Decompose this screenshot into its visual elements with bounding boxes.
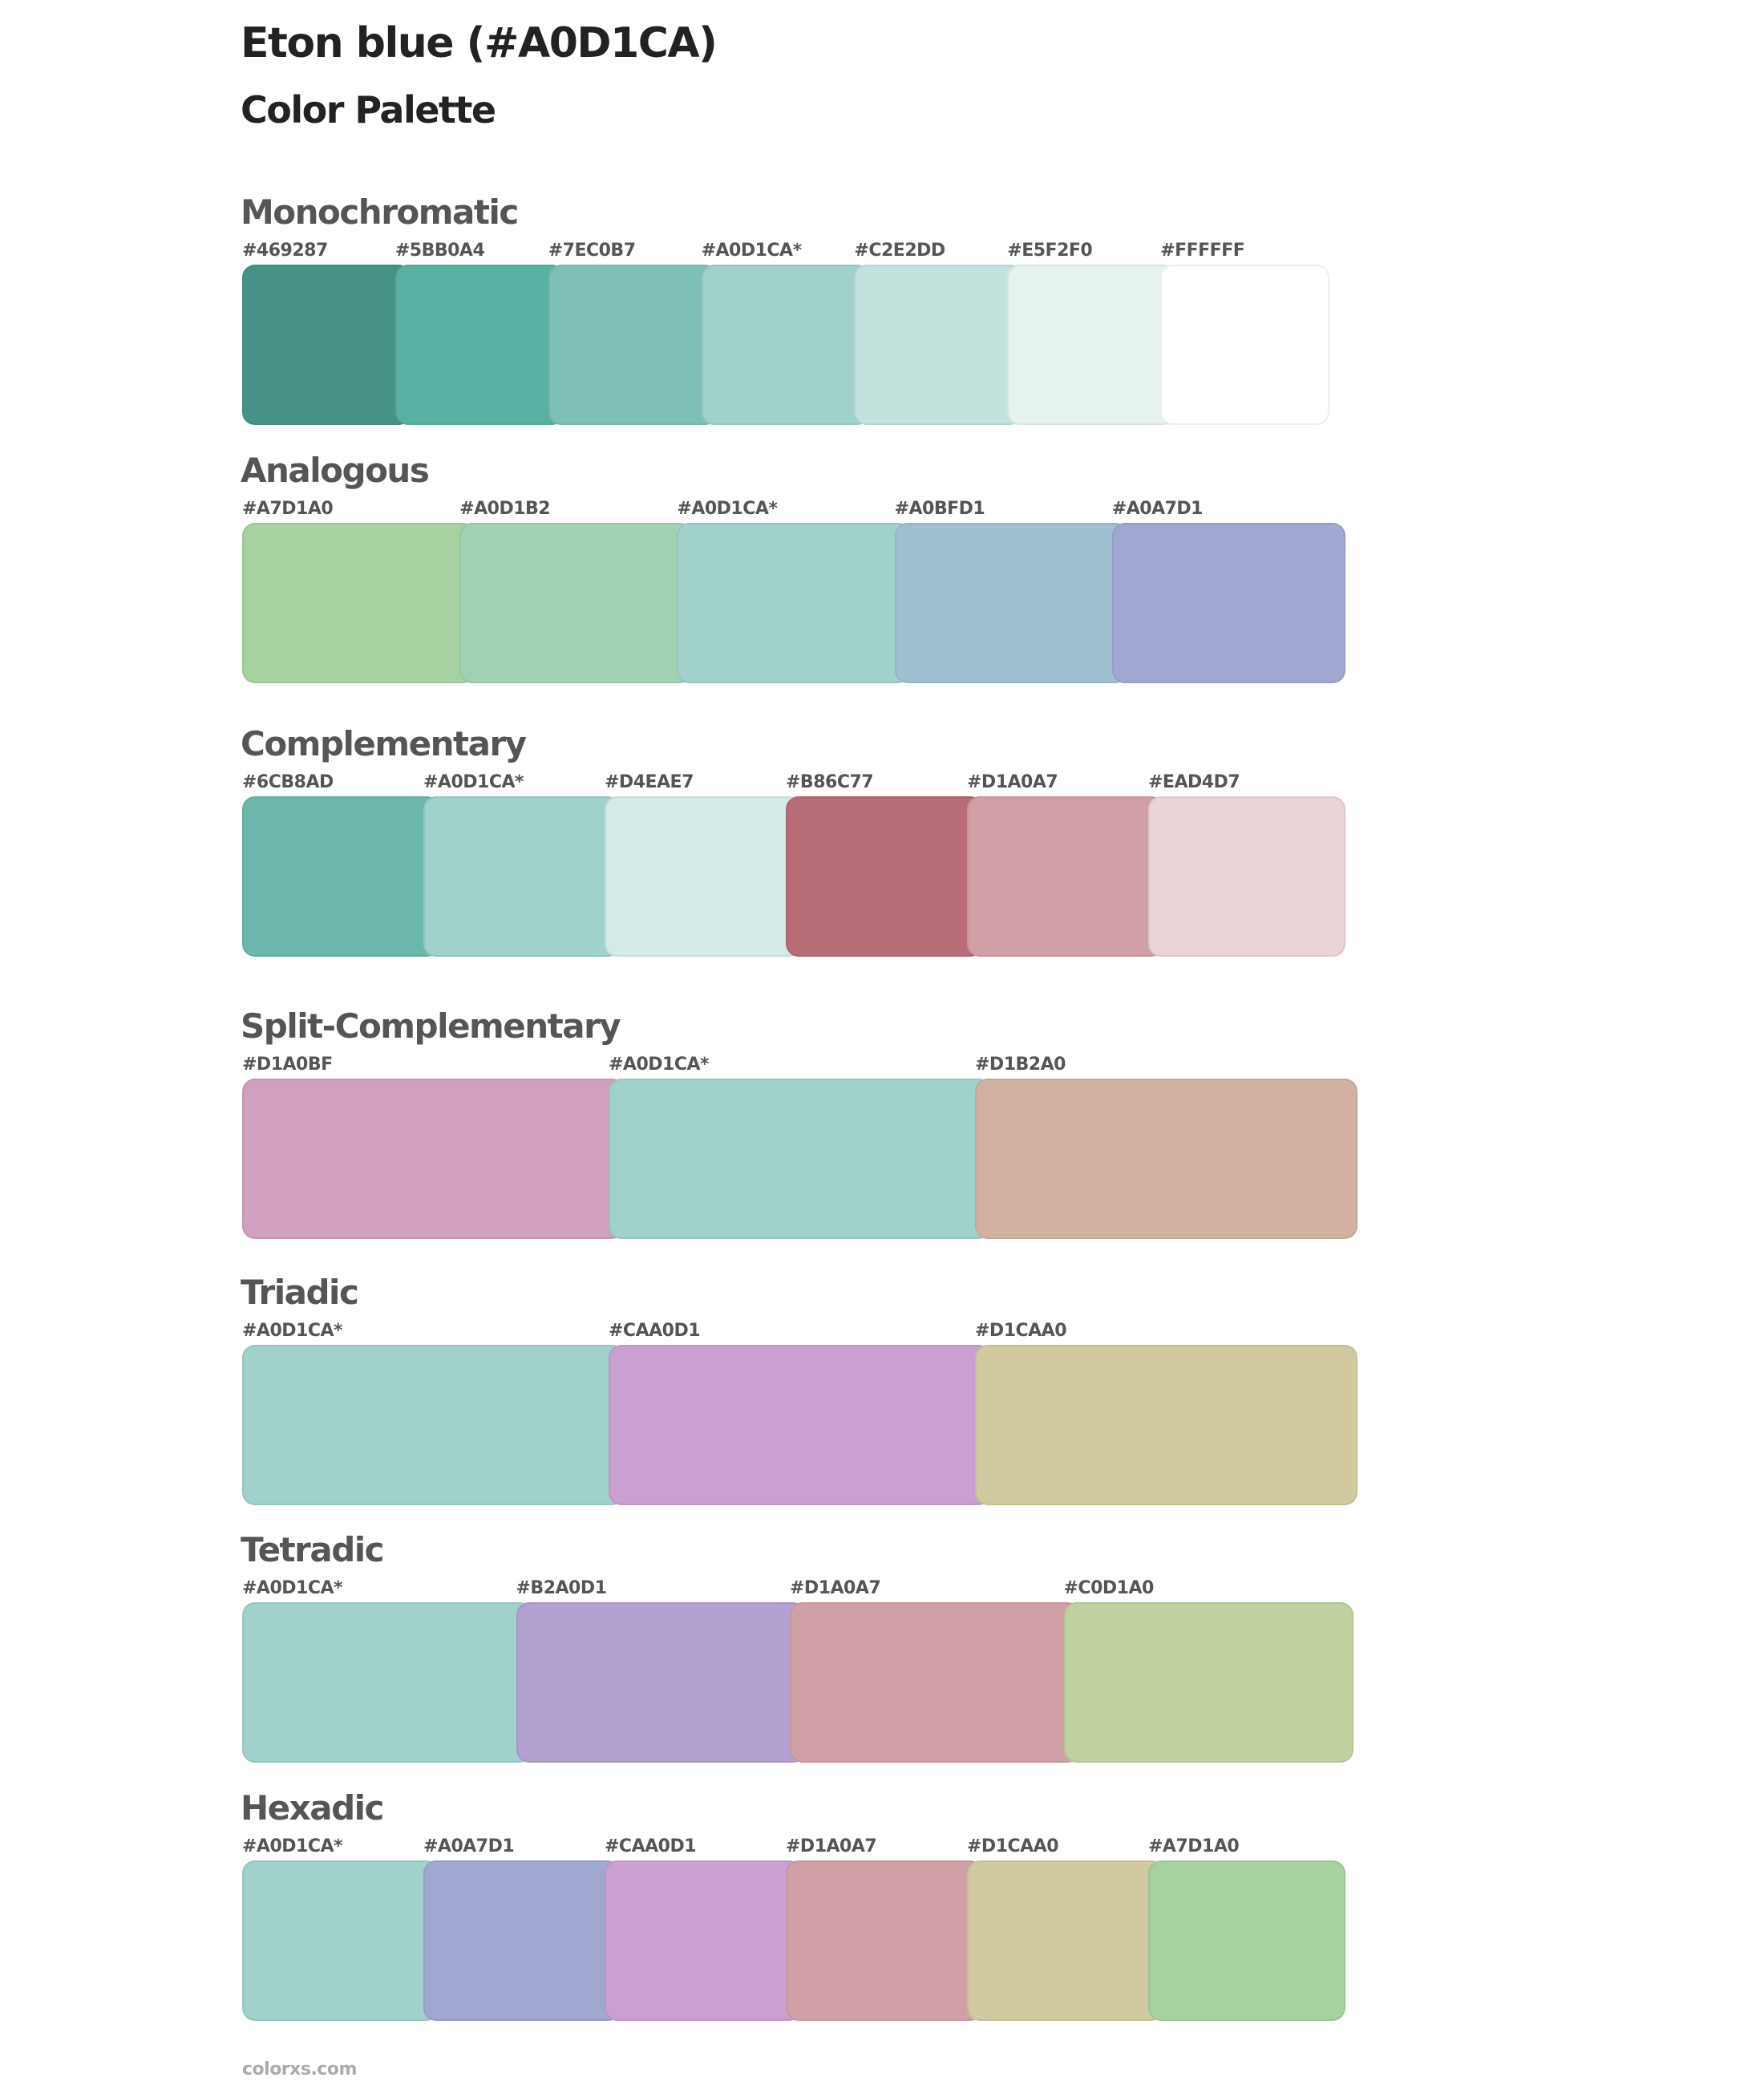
page-title: Eton blue (#A0D1CA)	[241, 19, 718, 67]
section-heading-split-complementary: Split-Complementary	[241, 1006, 621, 1046]
hex-label[interactable]: #A7D1A0	[242, 499, 334, 519]
hex-label[interactable]: #A0D1CA*	[242, 1836, 343, 1856]
color-swatch[interactable]	[1007, 265, 1177, 425]
footer-site-link[interactable]: colorxs.com	[242, 2059, 357, 2079]
section-heading-triadic: Triadic	[241, 1273, 359, 1312]
color-swatch[interactable]	[1111, 523, 1345, 683]
color-swatch[interactable]	[242, 796, 439, 957]
section-heading-monochromatic: Monochromatic	[241, 192, 519, 232]
color-swatch[interactable]	[423, 796, 621, 957]
page-subtitle: Color Palette	[241, 88, 496, 132]
hex-label[interactable]: #A0D1CA*	[701, 241, 803, 261]
hex-label[interactable]: #A0D1CA*	[242, 1578, 343, 1598]
color-swatch[interactable]	[242, 1860, 439, 2021]
hex-label[interactable]: #A0D1CA*	[423, 772, 524, 792]
color-swatch[interactable]	[1148, 796, 1345, 957]
hex-label[interactable]: #469287	[242, 241, 328, 261]
color-swatch[interactable]	[516, 1602, 806, 1763]
color-swatch[interactable]	[609, 1079, 991, 1239]
hex-label[interactable]: #A0D1CA*	[677, 499, 778, 519]
color-swatch[interactable]	[701, 265, 871, 425]
hex-label[interactable]: #A0D1B2	[459, 499, 551, 519]
color-swatch[interactable]	[605, 796, 802, 957]
color-swatch[interactable]	[975, 1079, 1357, 1239]
color-swatch[interactable]	[967, 1860, 1164, 2021]
color-swatch[interactable]	[605, 1860, 802, 2021]
color-swatch[interactable]	[790, 1602, 1080, 1763]
hex-label[interactable]: #A0BFD1	[894, 499, 985, 519]
hex-label[interactable]: #D1A0A7	[790, 1578, 881, 1598]
hex-label[interactable]: #CAA0D1	[609, 1321, 701, 1341]
hex-label[interactable]: #A0D1CA*	[242, 1321, 343, 1341]
hex-label[interactable]: #C2E2DD	[854, 241, 945, 261]
hex-label[interactable]: #7EC0B7	[548, 241, 636, 261]
color-swatch[interactable]	[1148, 1860, 1345, 2021]
color-swatch[interactable]	[459, 523, 694, 683]
hex-label[interactable]: #A7D1A0	[1148, 1836, 1240, 1856]
color-swatch[interactable]	[975, 1345, 1357, 1505]
color-swatch[interactable]	[242, 1079, 625, 1239]
hex-label[interactable]: #A0D1CA*	[609, 1055, 710, 1075]
hex-label[interactable]: #D4EAE7	[605, 772, 694, 792]
color-swatch[interactable]	[967, 796, 1164, 957]
hex-label[interactable]: #B86C77	[786, 772, 874, 792]
color-swatch[interactable]	[423, 1860, 621, 2021]
hex-label[interactable]: #E5F2F0	[1007, 241, 1093, 261]
hex-label[interactable]: #C0D1A0	[1063, 1578, 1155, 1598]
color-swatch[interactable]	[854, 265, 1024, 425]
hex-label[interactable]: #D1B2A0	[975, 1055, 1066, 1075]
color-swatch[interactable]	[242, 1602, 532, 1763]
hex-label[interactable]: #D1A0A7	[786, 1836, 877, 1856]
color-swatch[interactable]	[786, 796, 983, 957]
hex-label[interactable]: #EAD4D7	[1148, 772, 1240, 792]
hex-label[interactable]: #6CB8AD	[242, 772, 334, 792]
section-heading-hexadic: Hexadic	[241, 1788, 384, 1828]
color-swatch[interactable]	[786, 1860, 983, 2021]
color-swatch[interactable]	[894, 523, 1128, 683]
hex-label[interactable]: #A0A7D1	[423, 1836, 515, 1856]
color-swatch[interactable]	[609, 1345, 991, 1505]
section-heading-complementary: Complementary	[241, 724, 527, 763]
color-swatch[interactable]	[1160, 265, 1329, 425]
hex-label[interactable]: #5BB0A4	[394, 241, 485, 261]
hex-label[interactable]: #D1A0A7	[967, 772, 1058, 792]
color-swatch[interactable]	[394, 265, 564, 425]
color-swatch[interactable]	[242, 523, 476, 683]
hex-label[interactable]: #A0A7D1	[1111, 499, 1204, 519]
color-swatch[interactable]	[677, 523, 911, 683]
color-swatch[interactable]	[1063, 1602, 1353, 1763]
color-swatch[interactable]	[548, 265, 718, 425]
color-swatch[interactable]	[242, 265, 411, 425]
hex-label[interactable]: #D1CAA0	[967, 1836, 1059, 1856]
hex-label[interactable]: #B2A0D1	[516, 1578, 607, 1598]
hex-label[interactable]: #FFFFFF	[1160, 241, 1245, 261]
hex-label[interactable]: #CAA0D1	[605, 1836, 697, 1856]
section-heading-tetradic: Tetradic	[241, 1530, 385, 1569]
color-swatch[interactable]	[242, 1345, 625, 1505]
hex-label[interactable]: #D1CAA0	[975, 1321, 1067, 1341]
hex-label[interactable]: #D1A0BF	[242, 1055, 333, 1075]
section-heading-analogous: Analogous	[241, 451, 430, 490]
